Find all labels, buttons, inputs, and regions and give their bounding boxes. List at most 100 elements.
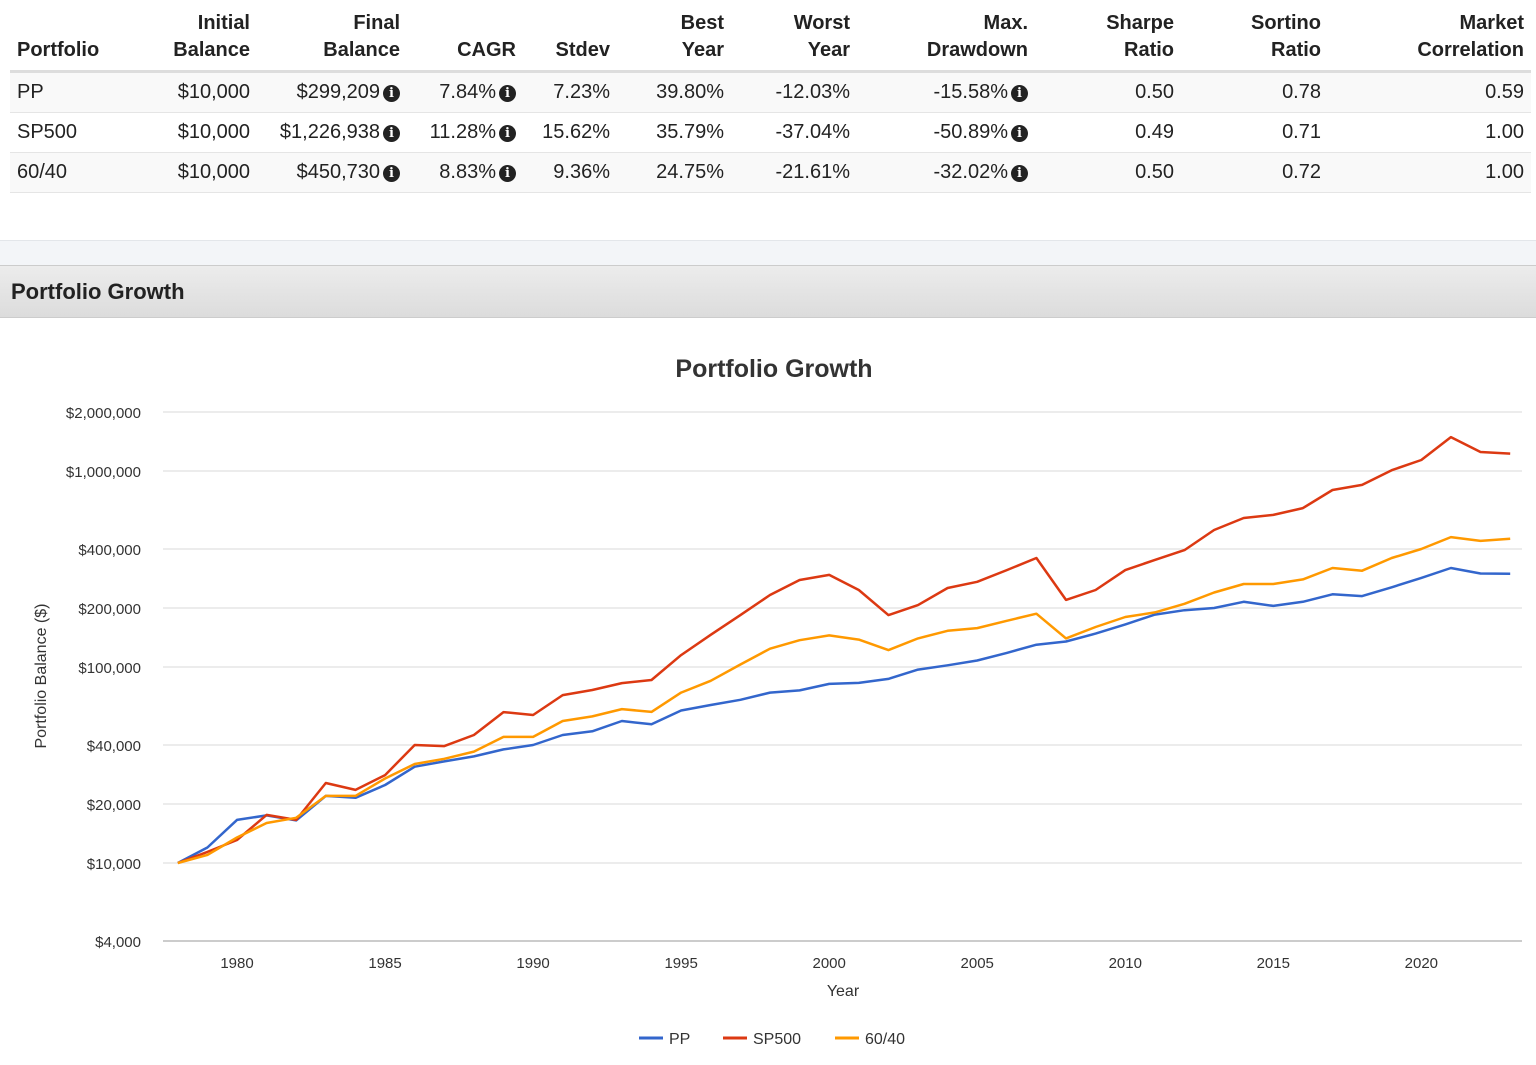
section-header: Portfolio Growth bbox=[0, 265, 1536, 318]
legend-item[interactable]: SP500 bbox=[723, 1031, 801, 1048]
column-header[interactable]: Stdev bbox=[523, 10, 617, 73]
cell-portfolio: PP bbox=[10, 71, 150, 113]
column-header[interactable]: Sharpe Ratio bbox=[1035, 10, 1181, 73]
legend-item[interactable]: 60/40 bbox=[835, 1031, 905, 1048]
column-header[interactable]: Market Correlation bbox=[1328, 10, 1531, 73]
cell-initial: $10,000 bbox=[150, 152, 257, 193]
cell-final: $299,209 i bbox=[257, 71, 407, 113]
column-header[interactable]: Sortino Ratio bbox=[1181, 10, 1328, 73]
cell-corr: 1.00 bbox=[1328, 112, 1531, 153]
legend-label: 60/40 bbox=[865, 1031, 905, 1048]
y-tick-label: $100,000 bbox=[78, 660, 141, 677]
info-circle-icon[interactable]: i bbox=[499, 125, 516, 142]
table-row: SP500 $10,000 $1,226,938 i 11.28% i 15.62% 35.7… bbox=[10, 112, 1531, 153]
column-header[interactable]: Worst Year bbox=[731, 10, 857, 73]
cell-value: 7.23% bbox=[553, 81, 610, 103]
cell-maxdd: -50.89% i bbox=[857, 112, 1035, 153]
cell-value: 0.78 bbox=[1282, 81, 1321, 103]
cell-value: 15.62% bbox=[542, 121, 610, 143]
cell-maxdd: -15.58% i bbox=[857, 71, 1035, 113]
column-header[interactable]: Max. Drawdown bbox=[857, 10, 1035, 73]
y-tick-label: $10,000 bbox=[87, 856, 141, 873]
x-tick-label: 1990 bbox=[516, 955, 549, 972]
info-circle-icon[interactable]: i bbox=[1011, 165, 1028, 182]
y-tick-label: $1,000,000 bbox=[66, 464, 141, 481]
cell-sortino: 0.78 bbox=[1181, 71, 1328, 113]
column-header[interactable]: CAGR bbox=[407, 10, 523, 73]
cell-best: 39.80% bbox=[617, 71, 731, 113]
legend-label: SP500 bbox=[753, 1031, 801, 1048]
series-line-PP bbox=[177, 566, 1511, 865]
cell-final: $1,226,938 i bbox=[257, 112, 407, 153]
cell-value: 8.83% bbox=[439, 161, 496, 183]
cell-value: $10,000 bbox=[177, 81, 250, 103]
cell-value: 11.28% bbox=[429, 121, 496, 143]
cell-value: 0.50 bbox=[1135, 81, 1174, 103]
cell-value: PP bbox=[17, 81, 44, 103]
cell-sharpe: 0.50 bbox=[1035, 152, 1181, 193]
cell-value: 0.72 bbox=[1282, 161, 1321, 183]
cell-stdev: 7.23% bbox=[523, 71, 617, 113]
info-circle-icon[interactable]: i bbox=[1011, 125, 1028, 142]
cell-value: $10,000 bbox=[177, 121, 250, 143]
cell-best: 35.79% bbox=[617, 112, 731, 153]
x-tick-label: 1985 bbox=[368, 955, 401, 972]
column-header[interactable]: Initial Balance bbox=[150, 10, 257, 73]
info-circle-icon[interactable]: i bbox=[383, 165, 400, 182]
cell-value: 60/40 bbox=[17, 161, 68, 183]
section-title: Portfolio Growth bbox=[11, 279, 185, 304]
x-tick-label: 1980 bbox=[220, 955, 253, 972]
y-tick-label: $4,000 bbox=[95, 934, 141, 951]
cell-value: 1.00 bbox=[1485, 161, 1524, 183]
column-header[interactable]: Portfolio bbox=[10, 10, 150, 73]
legend-item[interactable]: PP bbox=[639, 1031, 690, 1048]
cell-value: $299,209 bbox=[296, 81, 380, 103]
cell-value: 39.80% bbox=[656, 81, 724, 103]
x-tick-label: 2010 bbox=[1109, 955, 1142, 972]
y-tick-label: $400,000 bbox=[78, 542, 141, 559]
x-tick-label: 2020 bbox=[1405, 955, 1438, 972]
cell-sortino: 0.72 bbox=[1181, 152, 1328, 193]
cell-worst: -21.61% bbox=[731, 152, 857, 193]
cell-value: 7.84% bbox=[439, 81, 496, 103]
cell-maxdd: -32.02% i bbox=[857, 152, 1035, 193]
column-header[interactable]: Final Balance bbox=[257, 10, 407, 73]
x-tick-label: 2000 bbox=[812, 955, 845, 972]
info-circle-icon[interactable]: i bbox=[383, 85, 400, 102]
cell-value: 35.79% bbox=[656, 121, 724, 143]
cell-value: 0.59 bbox=[1485, 81, 1524, 103]
series-line-SP500 bbox=[177, 435, 1511, 865]
y-tick-label: $20,000 bbox=[87, 797, 141, 814]
series-line-60-40 bbox=[177, 535, 1511, 865]
cell-value: $10,000 bbox=[177, 161, 250, 183]
portfolio-summary-table: Portfolio Initial Balance Final Balance CAGR… bbox=[10, 10, 1531, 193]
portfolio-growth-chart: Portfolio Growth $4,000 $10,000 $20,000 $40,… bbox=[33, 355, 1522, 1048]
table-row: PP $10,000 $299,209 i 7.84% i 7.23% 39.80% -12.0… bbox=[10, 71, 1531, 113]
info-circle-icon[interactable]: i bbox=[1011, 85, 1028, 102]
info-circle-icon[interactable]: i bbox=[383, 125, 400, 142]
chart-title: Portfolio Growth bbox=[675, 355, 872, 383]
info-circle-icon[interactable]: i bbox=[499, 85, 516, 102]
y-tick-label: $2,000,000 bbox=[66, 405, 141, 422]
cell-value: $450,730 bbox=[296, 161, 380, 183]
cell-portfolio: SP500 bbox=[10, 112, 150, 153]
table-row: 60/40 $10,000 $450,730 i 8.83% i 9.36% 24.75% -2… bbox=[10, 152, 1531, 193]
section-spacer bbox=[0, 240, 1536, 266]
cell-sortino: 0.71 bbox=[1181, 112, 1328, 153]
cell-value: -50.89% bbox=[933, 121, 1009, 143]
cell-value: 0.71 bbox=[1282, 121, 1321, 143]
cell-value: 1.00 bbox=[1485, 121, 1524, 143]
cell-cagr: 7.84% i bbox=[407, 71, 523, 113]
info-circle-icon[interactable]: i bbox=[499, 165, 516, 182]
x-tick-label: 1995 bbox=[664, 955, 697, 972]
cell-worst: -37.04% bbox=[731, 112, 857, 153]
cell-value: -12.03% bbox=[775, 81, 851, 103]
cell-value: 24.75% bbox=[656, 161, 724, 183]
cell-stdev: 9.36% bbox=[523, 152, 617, 193]
cell-final: $450,730 i bbox=[257, 152, 407, 193]
column-header[interactable]: Best Year bbox=[617, 10, 731, 73]
cell-value: $1,226,938 bbox=[279, 121, 380, 143]
cell-value: -32.02% bbox=[933, 161, 1009, 183]
cell-corr: 0.59 bbox=[1328, 71, 1531, 113]
cell-value: -21.61% bbox=[775, 161, 851, 183]
